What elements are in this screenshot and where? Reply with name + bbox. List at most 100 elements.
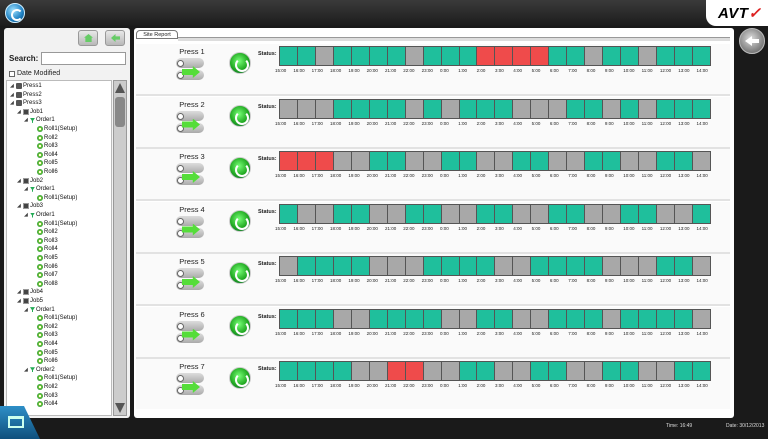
status-segment[interactable]: [459, 99, 478, 118]
tree-node-press[interactable]: ◢ Press1: [10, 82, 42, 90]
status-segment[interactable]: [585, 152, 604, 170]
status-segment[interactable]: [621, 152, 640, 170]
tree-node-roll[interactable]: Roll1(Setup): [31, 314, 77, 322]
status-segment[interactable]: [567, 362, 586, 380]
status-segment[interactable]: [369, 204, 388, 223]
status-segment[interactable]: [531, 309, 550, 328]
status-segment[interactable]: [495, 152, 514, 170]
status-segment[interactable]: [387, 99, 406, 118]
status-segment[interactable]: [280, 204, 298, 223]
status-segment[interactable]: [603, 99, 622, 118]
status-segment[interactable]: [692, 99, 710, 118]
expand-toggle-icon[interactable]: ◢: [17, 108, 21, 115]
status-segment[interactable]: [603, 257, 622, 275]
date-modified-toggle[interactable]: Date Modified: [9, 70, 60, 77]
status-segment[interactable]: [549, 47, 568, 65]
tree-node-press[interactable]: ◢ Press3: [10, 99, 42, 107]
expand-toggle-icon[interactable]: ◢: [24, 212, 28, 218]
tree-node-roll[interactable]: Roll3: [31, 392, 58, 400]
status-segment[interactable]: [549, 362, 568, 380]
expand-toggle-icon[interactable]: ◢: [24, 117, 28, 124]
status-segment[interactable]: [585, 47, 604, 65]
power-icon[interactable]: [229, 367, 251, 389]
status-segment[interactable]: [280, 99, 298, 118]
status-segment[interactable]: [585, 257, 604, 275]
status-segment[interactable]: [657, 99, 675, 118]
app-logo-icon[interactable]: [5, 3, 25, 23]
status-segment[interactable]: [315, 362, 334, 380]
status-segment[interactable]: [567, 257, 586, 275]
status-segment[interactable]: [531, 152, 550, 170]
arrow-right-icon[interactable]: [182, 223, 200, 236]
status-segment[interactable]: [657, 204, 675, 223]
tree-node-job[interactable]: ◢ Job5: [17, 297, 43, 305]
status-segment[interactable]: [477, 204, 496, 223]
tree-node-roll[interactable]: Roll6: [31, 263, 58, 271]
status-timeline[interactable]: [279, 256, 711, 276]
status-segment[interactable]: [674, 204, 693, 223]
status-segment[interactable]: [280, 362, 298, 380]
date-modified-checkbox[interactable]: [9, 70, 15, 77]
status-segment[interactable]: [621, 309, 640, 328]
expand-toggle-icon[interactable]: ◢: [10, 91, 14, 98]
tree-node-press[interactable]: ◢ Press2: [10, 91, 42, 99]
tree-node-roll[interactable]: Roll2: [31, 228, 58, 236]
status-segment[interactable]: [333, 362, 352, 380]
status-segment[interactable]: [459, 204, 478, 223]
status-segment[interactable]: [603, 309, 622, 328]
status-segment[interactable]: [692, 309, 710, 328]
status-segment[interactable]: [513, 152, 532, 170]
status-segment[interactable]: [674, 47, 693, 65]
status-segment[interactable]: [315, 152, 334, 170]
status-segment[interactable]: [549, 204, 568, 223]
status-segment[interactable]: [405, 47, 424, 65]
status-timeline[interactable]: [279, 361, 711, 381]
tree-node-roll[interactable]: Roll8: [31, 280, 58, 288]
tree-node-roll[interactable]: Roll6: [31, 357, 58, 365]
status-segment[interactable]: [459, 362, 478, 380]
status-segment[interactable]: [639, 47, 658, 65]
status-segment[interactable]: [351, 204, 370, 223]
status-segment[interactable]: [441, 99, 460, 118]
status-segment[interactable]: [531, 257, 550, 275]
status-segment[interactable]: [477, 152, 496, 170]
navigate-back-icon[interactable]: [739, 28, 765, 54]
status-segment[interactable]: [351, 152, 370, 170]
status-segment[interactable]: [621, 99, 640, 118]
status-segment[interactable]: [333, 204, 352, 223]
status-segment[interactable]: [441, 204, 460, 223]
status-segment[interactable]: [387, 204, 406, 223]
power-icon[interactable]: [229, 209, 251, 232]
arrow-right-icon[interactable]: [182, 118, 200, 131]
status-segment[interactable]: [297, 152, 316, 170]
status-segment[interactable]: [405, 257, 424, 275]
status-segment[interactable]: [567, 47, 586, 65]
power-icon[interactable]: [229, 104, 251, 127]
status-segment[interactable]: [513, 362, 532, 380]
status-segment[interactable]: [297, 204, 316, 223]
status-segment[interactable]: [351, 47, 370, 65]
status-segment[interactable]: [441, 47, 460, 65]
tree-node-order[interactable]: ◢ Order1: [24, 211, 55, 219]
tree-node-roll[interactable]: Roll3: [31, 331, 58, 339]
status-segment[interactable]: [459, 257, 478, 275]
status-segment[interactable]: [315, 47, 334, 65]
status-segment[interactable]: [603, 362, 622, 380]
tree-node-order[interactable]: ◢ Order1: [24, 116, 55, 124]
status-segment[interactable]: [495, 47, 514, 65]
status-segment[interactable]: [531, 204, 550, 223]
status-segment[interactable]: [585, 99, 604, 118]
status-segment[interactable]: [369, 257, 388, 275]
status-segment[interactable]: [603, 152, 622, 170]
tree-node-roll[interactable]: Roll1(Setup): [31, 374, 77, 382]
status-segment[interactable]: [692, 152, 710, 170]
status-segment[interactable]: [495, 99, 514, 118]
status-segment[interactable]: [495, 362, 514, 380]
status-segment[interactable]: [423, 47, 442, 65]
job-tree[interactable]: ◢ Press1 ◢ Press2 ◢ Press3 ◢ Job1 ◢ Order1 Roll1(S…: [6, 80, 112, 416]
status-segment[interactable]: [674, 257, 693, 275]
tree-node-job[interactable]: ◢ Job4: [17, 288, 43, 296]
status-segment[interactable]: [657, 309, 675, 328]
arrow-right-icon[interactable]: [182, 276, 200, 288]
status-segment[interactable]: [549, 99, 568, 118]
